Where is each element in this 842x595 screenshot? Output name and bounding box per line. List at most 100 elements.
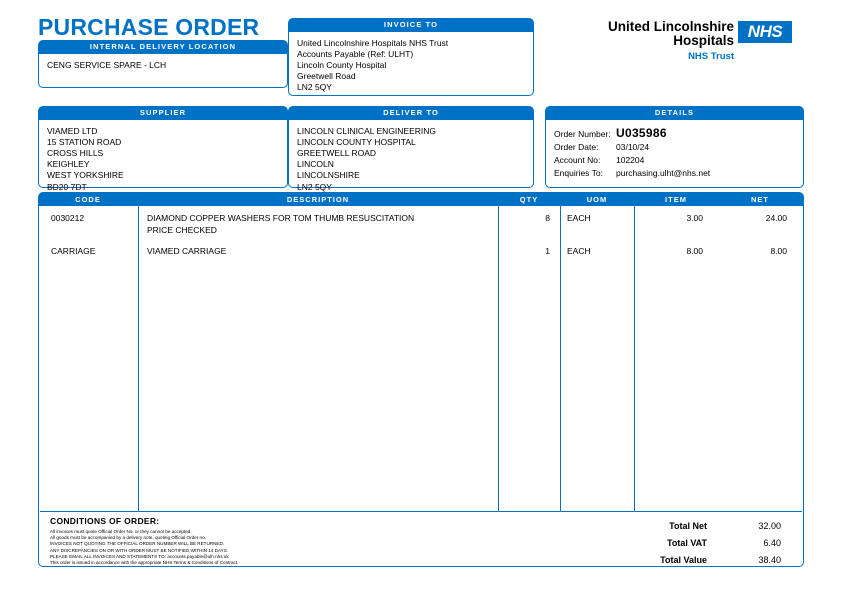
cell-description: DIAMOND COPPER WASHERS FOR TOM THUMB RES… [147, 213, 415, 223]
enquiries-email-value: purchasing.ulht@nhs.net [616, 167, 711, 178]
order-date-value: 03/10/24 [616, 141, 650, 152]
items-table-body: 0030212 DIAMOND COPPER WASHERS FOR TOM T… [38, 206, 804, 567]
items-rows: 0030212 DIAMOND COPPER WASHERS FOR TOM T… [39, 206, 803, 258]
invoice-to-line: LN2 5QY [297, 82, 332, 93]
supplier-line: BD20 7DT [47, 181, 87, 192]
conditions-title: CONDITIONS OF ORDER: [50, 516, 160, 526]
total-vat-value: 6.40 [763, 538, 781, 548]
deliver-to-line: GREETWELL ROAD [297, 147, 377, 158]
invoice-to-heading: INVOICE TO [288, 18, 534, 32]
column-header-code: CODE [75, 194, 101, 204]
cell-description-line2: PRICE CHECKED [147, 224, 217, 235]
deliver-to-line: LINCOLN [297, 159, 334, 170]
internal-delivery-heading: INTERNAL DELIVERY LOCATION [38, 40, 288, 54]
invoice-to-panel: INVOICE TO United Lincolnshire Hospitals… [288, 18, 534, 96]
invoice-to-line: Greetwell Road [297, 71, 356, 82]
total-net-label: Total Net [669, 521, 707, 531]
detail-row-enquiries: Enquiries To: purchasing.ulht@nhs.net [554, 167, 795, 180]
column-divider-code [138, 206, 139, 511]
conditions-of-order: CONDITIONS OF ORDER: All invoices must q… [50, 516, 470, 566]
nhs-logo: NHS [738, 21, 792, 43]
cell-description: VIAMED CARRIAGE [147, 246, 227, 256]
totals-section: Total Net 32.00 Total VAT 6.40 Total Val… [547, 518, 797, 569]
trust-name-line1: United Lincolnshire [607, 19, 734, 34]
column-divider-description [498, 206, 499, 511]
cell-item-blank [635, 225, 719, 237]
total-net-value: 32.00 [758, 521, 781, 531]
details-heading: DETAILS [545, 106, 804, 120]
supplier-panel: SUPPLIER VIAMED LTD 15 STATION ROAD CROS… [38, 106, 288, 192]
cell-uom: EACH [567, 213, 591, 223]
cell-qty: 1 [545, 246, 550, 256]
total-value-row: Total Value 38.40 [547, 552, 797, 569]
detail-row-order-number: Order Number: U035986 [554, 125, 795, 141]
column-divider-uom [634, 206, 635, 511]
column-header-item: ITEM [665, 194, 687, 204]
column-header-net: NET [751, 194, 769, 204]
supplier-line: KEIGHLEY [47, 159, 90, 170]
trust-name: United Lincolnshire Hospitals [608, 20, 734, 48]
deliver-to-line: LINCOLNSHIRE [297, 170, 360, 181]
detail-label: Order Number: [554, 128, 611, 139]
detail-label: Order Date: [554, 141, 599, 152]
supplier-body: VIAMED LTD 15 STATION ROAD CROSS HILLS K… [38, 119, 288, 192]
cell-item-price: 8.00 [686, 246, 703, 256]
deliver-to-panel: DELIVER TO LINCOLN CLINICAL ENGINEERING … [288, 106, 534, 192]
total-vat-label: Total VAT [667, 538, 707, 548]
conditions-line: This order is issued in accordance with … [50, 560, 239, 566]
supplier-line: WEST YORKSHIRE [47, 170, 124, 181]
cell-net-blank [719, 225, 803, 237]
total-net-row: Total Net 32.00 [547, 518, 797, 535]
detail-row-order-date: Order Date: 03/10/24 [554, 141, 795, 154]
account-no-value: 102204 [616, 154, 645, 165]
items-table: CODE DESCRIPTION QTY UOM ITEM NET 003021… [38, 192, 804, 567]
cell-net: 8.00 [770, 246, 787, 256]
invoice-to-line: United Lincolnshire Hospitals NHS Trust [297, 37, 449, 48]
invoice-to-line: Accounts Payable (Ref: ULHT) [297, 48, 414, 59]
deliver-to-heading: DELIVER TO [288, 106, 534, 120]
conditions-line: INVOICES NOT QUOTING THE OFFICIAL ORDER … [50, 541, 225, 547]
order-number-value: U035986 [616, 125, 667, 140]
conditions-line: All invoices must quote Official Order N… [50, 529, 192, 534]
internal-delivery-body: CENG SERVICE SPARE - LCH [38, 53, 288, 88]
cell-net: 24.00 [765, 213, 787, 223]
detail-label: Enquiries To: [554, 167, 603, 178]
column-divider-qty [560, 206, 561, 511]
trust-subtitle: NHS Trust [688, 51, 734, 62]
deliver-to-body: LINCOLN CLINICAL ENGINEERING LINCOLN COU… [288, 119, 534, 192]
supplier-line: CROSS HILLS [47, 147, 104, 158]
cell-qty: 8 [545, 213, 550, 223]
conditions-line: ANY DISCREPANCIES ON OR WITH ORDER MUST … [50, 547, 229, 553]
column-header-description: DESCRIPTION [286, 194, 350, 204]
trust-name-line2: Hospitals [673, 33, 734, 48]
supplier-line: VIAMED LTD [47, 125, 98, 136]
conditions-line: PLEASE EMAIL ALL INVOICES AND STATEMENTS… [50, 553, 229, 559]
deliver-to-line: LN2 5QY [297, 181, 332, 192]
detail-label: Account No: [554, 154, 601, 165]
invoice-to-line: Lincoln County Hospital [297, 59, 387, 70]
table-row-continuation: PRICE CHECKED [39, 225, 803, 237]
internal-delivery-line: CENG SERVICE SPARE - LCH [47, 59, 167, 70]
cell-code: CARRIAGE [51, 246, 96, 256]
items-table-header: CODE DESCRIPTION QTY UOM ITEM NET [38, 192, 804, 206]
details-panel: DETAILS Order Number: U035986 Order Date:… [545, 106, 804, 188]
row-spacer [39, 236, 803, 246]
footer-divider [40, 511, 802, 512]
cell-code: 0030212 [51, 213, 85, 223]
invoice-to-body: United Lincolnshire Hospitals NHS Trust … [288, 31, 534, 96]
total-value-amount: 38.40 [758, 555, 781, 565]
total-vat-row: Total VAT 6.40 [547, 535, 797, 552]
cell-item-price: 3.00 [686, 213, 703, 223]
page-title: PURCHASE ORDER [38, 14, 260, 40]
column-header-uom: UOM [586, 194, 608, 204]
total-value-label: Total Value [660, 555, 707, 565]
cell-uom: EACH [567, 246, 591, 256]
deliver-to-line: LINCOLN COUNTY HOSPITAL [297, 136, 416, 147]
cell-uom-blank [561, 225, 635, 237]
deliver-to-line: LINCOLN CLINICAL ENGINEERING [297, 125, 437, 136]
cell-qty-blank [499, 225, 561, 237]
conditions-line: All goods must be accompanied by a deliv… [50, 535, 206, 541]
cell-code-blank [39, 225, 139, 237]
column-header-qty: QTY [519, 194, 539, 204]
